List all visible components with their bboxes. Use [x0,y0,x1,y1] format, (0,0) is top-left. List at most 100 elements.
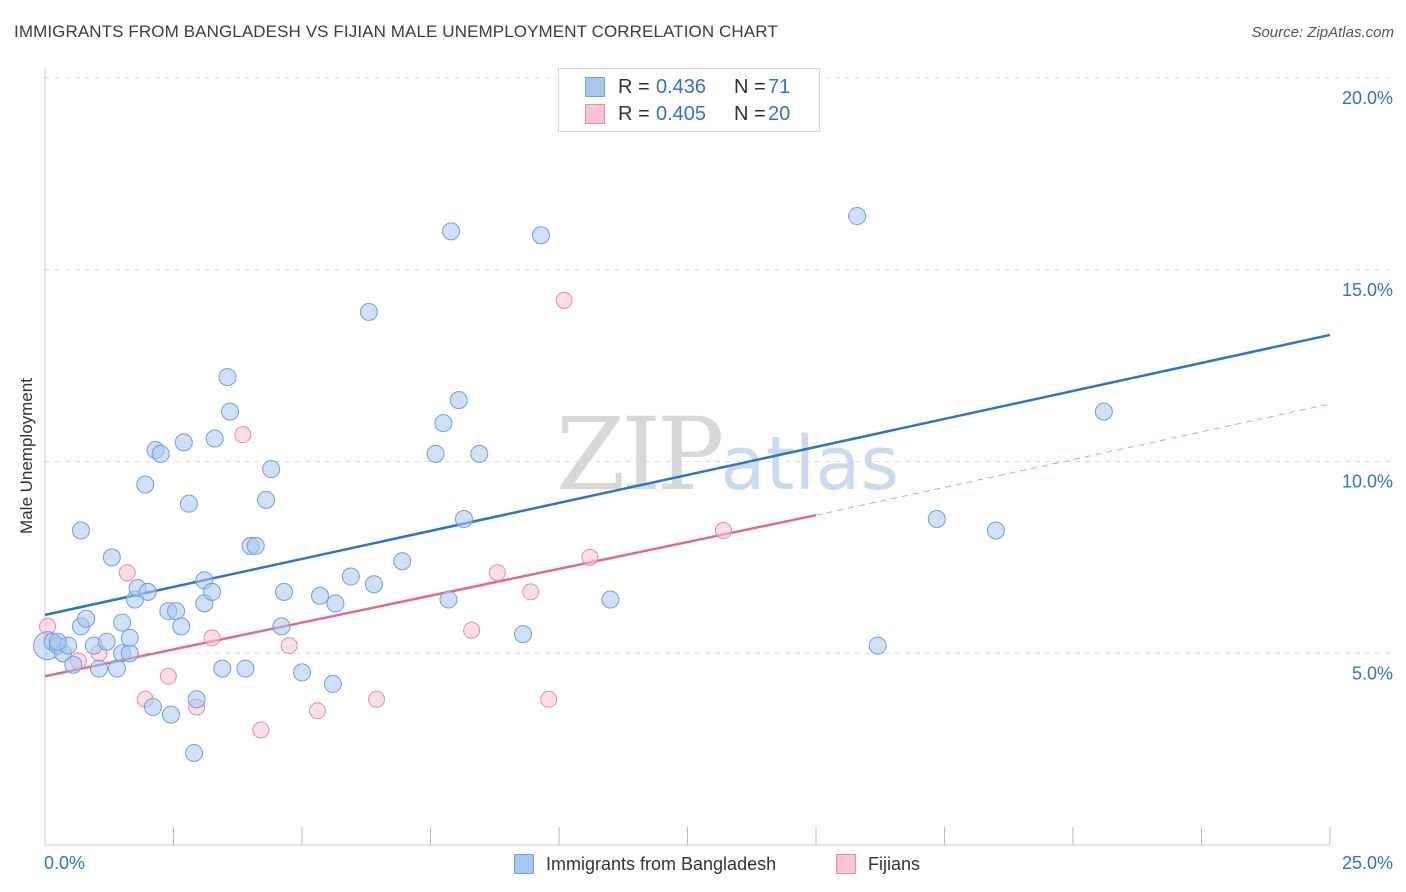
legend-row-fijians: R = 0.405 N = 20 [585,102,790,126]
data-point-bangladesh [434,414,453,433]
data-point-bangladesh [326,594,345,613]
source-credit: Source: ZipAtlas.com [1251,24,1394,41]
data-point-bangladesh [64,655,83,674]
data-point-bangladesh [341,567,360,586]
data-point-bangladesh [393,552,412,571]
data-point-fijians [203,629,221,647]
legend-swatch-pink [585,104,605,124]
data-point-fijians [368,690,386,708]
trend-lines [44,333,1331,678]
legend-r-label: R = [618,102,650,125]
legend-swatch-blue [585,77,605,97]
data-point-fijians [581,548,599,566]
data-point-fijians [308,702,326,720]
data-point-bangladesh [310,586,329,605]
legend-r-value: 0.436 [656,75,707,98]
series-bangladesh [33,207,1113,762]
series-fijians [39,291,732,739]
y-tick-label: 20.0% [1342,88,1393,108]
y-tick-label: 5.0% [1352,663,1393,683]
data-point-fijians [488,564,506,582]
data-point-bangladesh [172,617,191,636]
data-point-bangladesh [262,460,281,479]
data-point-bangladesh [514,625,533,644]
data-point-bangladesh [213,659,232,678]
data-point-fijians [540,690,558,708]
legend-label-fijians: Fijians [868,853,921,874]
data-point-fijians [234,426,252,444]
x-tick-label: 25.0% [1342,853,1393,873]
data-point-bangladesh [323,674,342,693]
data-point-fijians [555,291,573,309]
legend-r-value: 0.405 [656,102,707,125]
data-point-bangladesh [236,659,255,678]
data-point-bangladesh [442,222,461,241]
data-point-fijians [463,621,481,639]
data-point-bangladesh [136,475,155,494]
data-point-bangladesh [449,391,468,410]
y-axis-label: Male Unemployment [17,378,36,534]
data-point-bangladesh [151,444,170,463]
data-point-bangladesh [174,433,193,452]
trend-line-bangladesh [44,333,1331,617]
data-point-fijians [159,667,177,685]
data-point-bangladesh [848,207,867,226]
data-point-fijians [522,583,540,601]
data-point-bangladesh [470,444,489,463]
trend-line-fijians-extension [815,403,1331,516]
data-point-bangladesh [293,663,311,682]
data-point-bangladesh [221,402,240,421]
data-point-bangladesh [179,494,198,513]
watermark-zip: ZIP [556,396,724,513]
data-point-bangladesh [257,490,276,509]
data-point-fijians [252,721,270,739]
data-point-bangladesh [986,521,1005,540]
data-point-bangladesh [48,632,67,651]
data-point-bangladesh [1094,402,1113,421]
data-point-bangladesh [364,575,383,594]
data-point-bangladesh [107,659,126,678]
data-point-bangladesh [275,582,294,601]
data-point-fijians [118,564,136,582]
legend-n-value: 20 [768,102,791,125]
data-point-bangladesh [120,644,139,663]
legend-n-label: N = [734,102,766,125]
data-point-fijians [714,522,732,540]
legend-n-label: N = [734,75,766,98]
data-point-bangladesh [203,582,222,601]
data-point-bangladesh [143,697,162,716]
data-point-bangladesh [167,602,186,621]
data-point-bangladesh [205,429,224,448]
data-point-bangladesh [439,590,458,609]
data-point-bangladesh [120,628,139,647]
data-point-bangladesh [454,510,473,529]
data-point-bangladesh [187,690,206,709]
legend-item-fijians: Fijians [836,852,920,876]
data-point-bangladesh [218,368,237,387]
data-point-bangladesh [138,582,157,601]
data-point-bangladesh [89,659,108,678]
data-point-bangladesh [71,521,90,540]
data-point-bangladesh [185,743,204,762]
x-tick-label: 0.0% [44,853,85,873]
data-point-bangladesh [868,636,887,655]
data-point-bangladesh [272,617,291,636]
data-point-bangladesh [161,705,180,724]
legend-row-bangladesh: R = 0.436 N = 71 [585,75,790,99]
y-tick-label: 10.0% [1342,472,1393,492]
data-point-bangladesh [77,609,96,628]
data-point-bangladesh [359,302,378,321]
legend-label-bangladesh: Immigrants from Bangladesh [546,853,777,874]
axes [44,68,1331,846]
legend-swatch-blue [514,854,534,874]
data-point-bangladesh [532,226,551,245]
chart-title: IMMIGRANTS FROM BANGLADESH VS FIJIAN MAL… [14,22,778,41]
y-tick-label: 15.0% [1342,280,1393,300]
data-point-bangladesh [113,613,132,632]
legend-swatch-pink [836,854,856,874]
data-point-bangladesh [601,590,620,609]
data-point-bangladesh [246,536,265,555]
data-point-fijians [280,637,298,655]
correlation-legend: R = 0.436 N = 71 R = 0.405 N = 20 [558,68,820,132]
